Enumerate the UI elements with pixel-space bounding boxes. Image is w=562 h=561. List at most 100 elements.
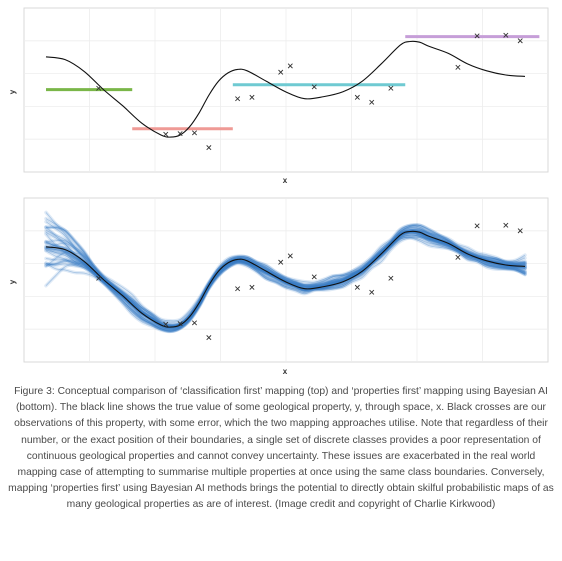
posterior-sample-curve	[44, 230, 527, 328]
observations-layer	[96, 222, 523, 341]
observation-cross	[354, 284, 360, 290]
posterior-sample-curve	[45, 227, 526, 328]
cross-stroke	[474, 223, 480, 229]
cross-stroke	[96, 275, 102, 281]
cross-stroke	[206, 145, 212, 151]
observation-cross	[96, 85, 102, 91]
true-property-line	[45, 40, 526, 138]
observation-cross	[163, 131, 169, 137]
observation-cross	[235, 286, 241, 292]
observation-cross	[369, 99, 375, 105]
posterior-sample-curve	[45, 218, 526, 329]
cross-stroke	[474, 33, 480, 39]
observation-cross	[369, 289, 375, 295]
cross-stroke	[191, 130, 198, 136]
cross-stroke	[388, 85, 394, 91]
observation-cross	[388, 85, 394, 91]
cross-stroke	[235, 96, 241, 102]
cross-stroke	[278, 69, 284, 75]
cross-stroke	[503, 32, 509, 38]
cross-stroke	[177, 321, 183, 327]
posterior-sample-curve	[45, 230, 526, 326]
grid	[23, 197, 549, 363]
observation-cross	[517, 38, 523, 44]
posterior-sample-curve	[45, 237, 526, 326]
observation-cross	[503, 32, 509, 38]
cross-stroke	[517, 38, 523, 44]
top-chart-panel: x y	[0, 0, 562, 190]
cross-stroke	[388, 275, 394, 281]
posterior-sample-curve	[45, 236, 526, 327]
observation-cross	[177, 131, 183, 137]
posterior-sample-curve	[44, 226, 527, 330]
posterior-sample-curve	[44, 229, 527, 327]
true-line-layer	[45, 230, 526, 328]
observation-cross	[235, 96, 241, 102]
cross-stroke	[354, 284, 360, 290]
posterior-sample-curve	[44, 216, 527, 330]
observation-cross	[311, 274, 317, 280]
cross-stroke	[311, 274, 317, 280]
cross-stroke	[235, 286, 241, 292]
posterior-sample-curve	[45, 231, 526, 322]
properties-first-chart: x y	[8, 197, 549, 376]
bottom-chart-panel: x y	[0, 192, 562, 380]
cross-stroke	[311, 84, 317, 90]
cross-stroke	[369, 99, 375, 105]
posterior-sample-curve	[45, 230, 526, 323]
observation-cross	[517, 228, 523, 234]
cross-stroke	[369, 289, 375, 295]
classification-first-chart: x y	[8, 7, 549, 185]
posterior-sample-curve	[45, 228, 526, 331]
x-axis-label: x	[283, 176, 288, 185]
observation-cross	[249, 284, 255, 290]
observation-cross	[503, 222, 509, 228]
cross-stroke	[249, 94, 255, 100]
observation-cross	[191, 130, 198, 136]
cross-stroke	[455, 254, 461, 260]
posterior-sample-curve	[44, 235, 527, 331]
observation-cross	[311, 84, 317, 90]
observation-cross	[287, 253, 293, 259]
posterior-sample-curve	[45, 231, 526, 327]
posterior-sample-curve	[45, 224, 526, 332]
posterior-sample-curve	[45, 226, 526, 332]
posterior-sample-curve	[44, 235, 527, 328]
cross-stroke	[287, 63, 293, 69]
observation-cross	[278, 69, 284, 75]
posterior-sample-curve	[45, 232, 526, 331]
observation-cross	[191, 320, 198, 326]
observation-cross	[249, 94, 255, 100]
observation-cross	[388, 275, 394, 281]
posterior-sample-curve	[44, 227, 527, 332]
posterior-sample-curve	[44, 224, 527, 334]
true-line-layer	[45, 40, 526, 138]
posterior-sample-curve	[44, 235, 527, 327]
cross-stroke	[278, 259, 284, 265]
cross-stroke	[354, 94, 360, 100]
observation-cross	[474, 33, 480, 39]
observation-cross	[177, 321, 183, 327]
posterior-sample-curve	[44, 229, 527, 325]
posterior-sample-curve	[44, 231, 527, 333]
observation-cross	[163, 321, 169, 327]
cross-stroke	[517, 228, 523, 234]
observation-cross	[278, 259, 284, 265]
cross-stroke	[163, 321, 169, 327]
observation-cross	[206, 145, 212, 151]
cross-stroke	[163, 131, 169, 137]
x-axis-label: x	[283, 367, 288, 376]
observation-cross	[206, 335, 212, 341]
cross-stroke	[177, 131, 183, 137]
posterior-sample-curve	[44, 223, 527, 333]
observations-layer	[96, 32, 523, 151]
observation-cross	[354, 94, 360, 100]
true-property-line	[45, 230, 526, 328]
observation-cross	[455, 254, 461, 260]
cross-stroke	[287, 253, 293, 259]
posterior-sample-curve	[44, 230, 527, 323]
y-axis-label: y	[8, 89, 17, 94]
cross-stroke	[191, 320, 198, 326]
cross-stroke	[455, 64, 461, 70]
posterior-sample-curve	[45, 236, 526, 329]
